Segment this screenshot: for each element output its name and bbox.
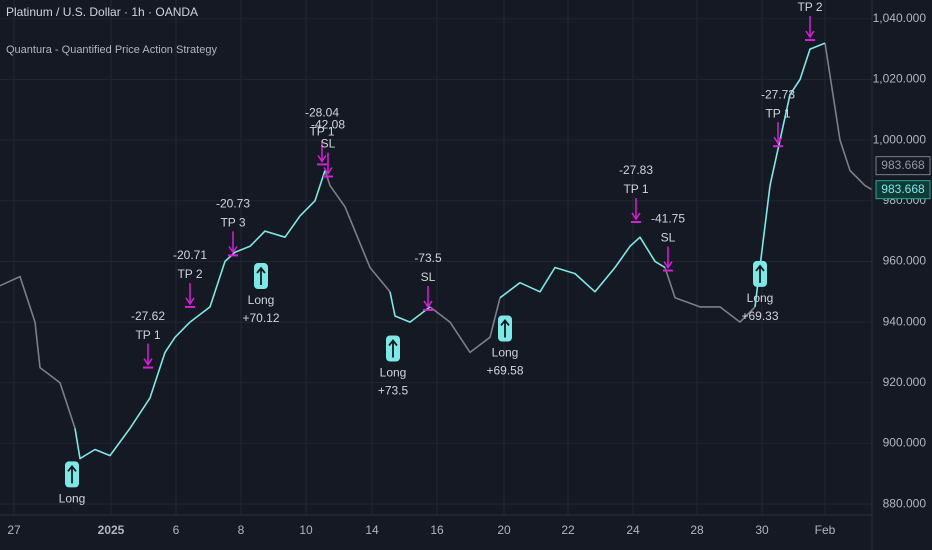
exit-label: -27.62 xyxy=(131,309,165,323)
entry-marker: Long +69.33 xyxy=(741,260,779,323)
exit-marker: -41.75 SL xyxy=(651,212,685,272)
entry-label: Long xyxy=(59,492,86,506)
exit-label: -20.71 xyxy=(173,248,207,262)
entry-label: +69.58 xyxy=(486,364,523,378)
x-tick-label: 2025 xyxy=(98,523,125,537)
price-label: 983.668 xyxy=(881,158,925,172)
entry-arrow xyxy=(500,319,510,338)
exit-label: -27.73 xyxy=(761,87,795,101)
y-tick-label: 900.000 xyxy=(883,436,927,450)
exit-label: TP 1 xyxy=(135,328,160,342)
exit-marker: -73.5 SL xyxy=(414,251,442,311)
exit-arrow-head xyxy=(323,167,333,175)
entry-arrow xyxy=(256,266,266,286)
y-tick-label: 940.000 xyxy=(883,314,927,328)
exit-label: SL xyxy=(661,231,676,245)
exit-label: TP 1 xyxy=(623,182,648,196)
exit-marker: -20.71 TP 2 xyxy=(173,248,207,308)
exit-marker: -27.73 TP 1 xyxy=(761,87,795,148)
exit-label: TP 3 xyxy=(220,216,245,230)
entry-label: +70.12 xyxy=(242,311,279,325)
entry-label: Long xyxy=(747,291,774,305)
entry-marker: Long +69.58 xyxy=(486,315,524,378)
exit-arrow-head xyxy=(773,136,783,145)
price-label: 983.668 xyxy=(881,182,925,196)
exit-arrow-head xyxy=(631,212,641,221)
exit-label: -20.73 xyxy=(216,197,250,211)
exit-marker: -28.04 TP 1 xyxy=(305,106,339,166)
x-tick-label: 28 xyxy=(690,523,704,537)
x-tick-label: 20 xyxy=(497,523,511,537)
exit-label: -28.04 xyxy=(305,106,339,120)
exit-label: SL xyxy=(321,137,336,151)
exit-label: SL xyxy=(421,270,436,284)
entry-arrow xyxy=(388,339,398,358)
entry-label: +69.33 xyxy=(741,309,778,323)
exit-arrow-head xyxy=(143,358,153,366)
y-tick-label: 1,020.000 xyxy=(873,72,927,86)
plot-area: -27.62 TP 1 -20.71 TP 2 -20.73 TP 3 -28.04 TP 1… xyxy=(0,0,873,506)
y-tick-label: 1,040.000 xyxy=(873,11,927,25)
price-line xyxy=(0,42,873,429)
exit-marker: -20.79TP 2 xyxy=(797,0,823,42)
entry-marker: Long xyxy=(59,461,86,506)
exit-label: -42.08 xyxy=(311,118,345,132)
grid xyxy=(0,0,872,515)
exit-arrow-head xyxy=(663,261,673,269)
x-tick-label: 14 xyxy=(365,523,379,537)
exit-arrow-head xyxy=(228,245,238,254)
price-box xyxy=(875,180,931,200)
exit-label: TP 2 xyxy=(797,0,822,14)
exit-marker: -27.62 TP 1 xyxy=(131,309,165,369)
exit-label: -41.75 xyxy=(651,212,685,226)
exit-arrow-head xyxy=(805,30,815,39)
exit-label: TP 1 xyxy=(309,125,334,139)
entry-label: Long xyxy=(492,346,519,360)
x-tick-label: 27 xyxy=(7,523,21,537)
exit-arrow-head xyxy=(317,154,327,163)
y-tick-label: 1,000.000 xyxy=(873,132,927,146)
exit-marker: -27.83 TP 1 xyxy=(619,163,653,224)
price-line xyxy=(74,42,826,460)
y-tick-label: 880.000 xyxy=(883,496,927,510)
entry-marker: Long +73.5 xyxy=(378,335,409,398)
x-tick-label: 6 xyxy=(173,523,180,537)
x-tick-label: 22 xyxy=(561,523,575,537)
exit-label: -27.83 xyxy=(619,163,653,177)
x-tick-label: 10 xyxy=(299,523,313,537)
x-tick-label: 16 xyxy=(430,523,444,537)
price-box xyxy=(875,156,931,176)
chart-title: Platinum / U.S. Dollar · 1h · OANDA xyxy=(6,5,198,19)
entry-arrow xyxy=(67,464,77,484)
y-tick-label: 960.000 xyxy=(883,254,927,268)
exit-marker: -20.73 TP 3 xyxy=(216,197,250,257)
entry-label: +73.5 xyxy=(378,384,409,398)
exit-arrow-head xyxy=(423,300,433,309)
exit-marker: -42.08 SL xyxy=(311,118,345,178)
entry-marker: Long +70.12 xyxy=(242,263,280,325)
entry-label: Long xyxy=(248,293,275,307)
y-tick-label: 920.000 xyxy=(883,375,927,389)
exit-arrow-head xyxy=(185,297,195,306)
x-tick-label: 8 xyxy=(238,523,245,537)
exit-label: TP 2 xyxy=(177,267,202,281)
exit-label: -73.5 xyxy=(414,251,442,265)
entry-label: Long xyxy=(380,366,407,380)
x-tick-label: Feb xyxy=(815,523,836,537)
x-tick-label: 24 xyxy=(626,523,640,537)
entry-arrow xyxy=(755,264,765,283)
exit-label: TP 1 xyxy=(765,106,790,120)
chart-subtitle: Quantura - Quantified Price Action Strat… xyxy=(6,44,217,56)
x-tick-label: 30 xyxy=(755,523,769,537)
